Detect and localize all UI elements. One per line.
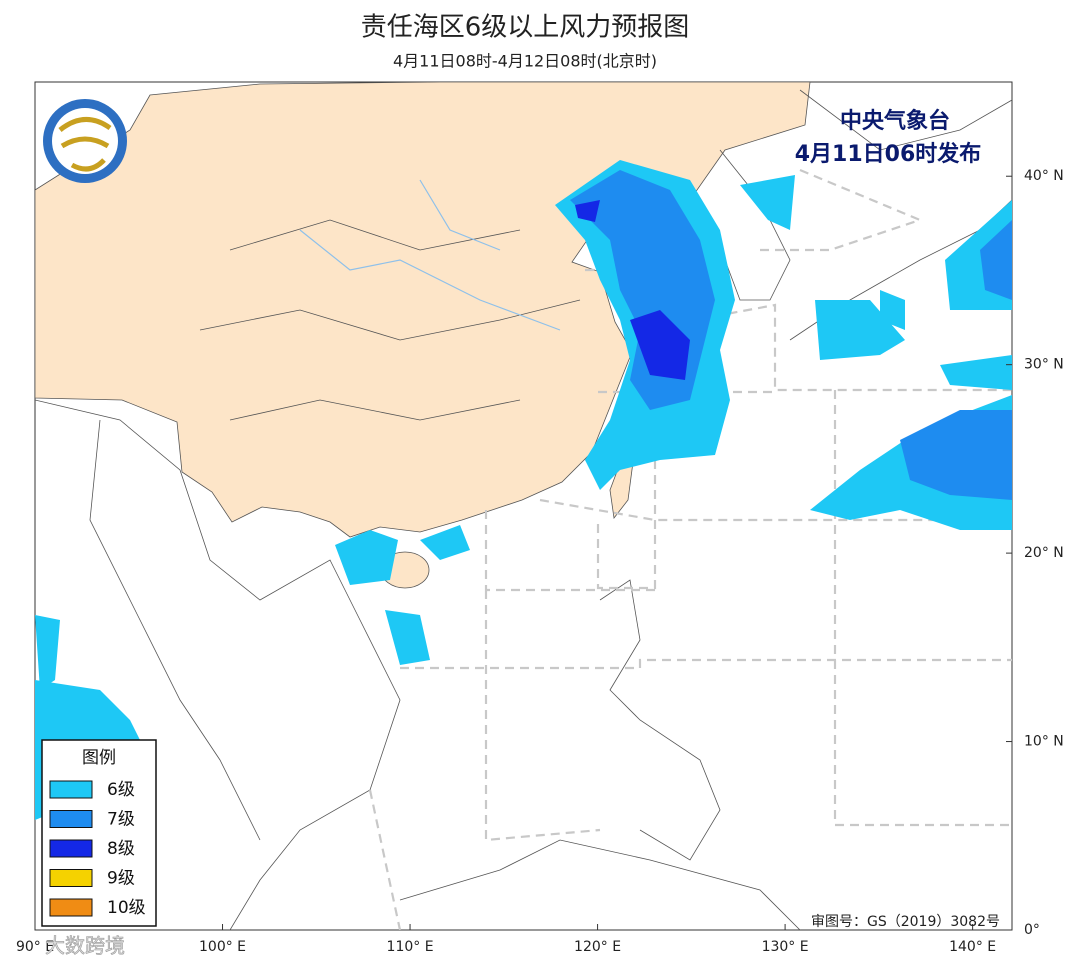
legend-label: 8级 (107, 839, 135, 859)
legend-swatch (49, 839, 93, 858)
legend-swatch (49, 898, 93, 917)
approval-number: 审图号：GS（2019）3082号 (811, 914, 1000, 930)
lon-label: 130° E (762, 939, 809, 955)
wind-area (630, 310, 690, 380)
china-land (35, 82, 811, 538)
logo (43, 99, 127, 183)
lat-label: 40° N (1024, 168, 1064, 184)
wind-area (575, 200, 600, 222)
map-area (34, 81, 1013, 931)
wind-area (740, 175, 905, 360)
legend-label: 7级 (107, 810, 135, 830)
lon-label: 110° E (387, 939, 434, 955)
legend-swatch (49, 780, 93, 799)
lon-label: 100° E (199, 939, 246, 955)
wind-areas (35, 160, 1012, 820)
axis-labels: 90° E 100° E 110° E 120° E 130° E 140° E 0° 10°… (16, 168, 1064, 955)
legend-label: 6级 (107, 780, 135, 800)
lat-label: 20° N (1024, 545, 1064, 561)
border (35, 399, 401, 930)
issue-time: 4月11日06时发布 (795, 141, 982, 167)
subtitle: 4月11日08时-4月12日08时(北京时) (393, 52, 657, 71)
lon-label: 120° E (574, 939, 621, 955)
border (199, 219, 581, 421)
lon-label: 90° E (16, 939, 54, 955)
legend-title: 图例 (82, 748, 116, 768)
legend-label: 10级 (107, 898, 146, 918)
agency: 中央气象台 (840, 108, 950, 134)
lat-label: 30° N (1024, 357, 1064, 373)
river (299, 179, 561, 331)
lat-label: 0° (1024, 922, 1040, 938)
wind-area (900, 220, 1012, 500)
watermark: 大数跨境 (45, 934, 125, 958)
legend-label: 9级 (107, 869, 135, 889)
title: 责任海区6级以上风力预报图 (361, 13, 690, 43)
lon-label: 140° E (949, 939, 996, 955)
legend: 图例 6级 7级 8级 9级 10级 (41, 739, 157, 927)
legend-swatch (49, 810, 93, 828)
legend-swatch (49, 869, 93, 887)
lat-label: 10° N (1024, 734, 1064, 750)
border (399, 579, 801, 930)
border (89, 419, 261, 841)
